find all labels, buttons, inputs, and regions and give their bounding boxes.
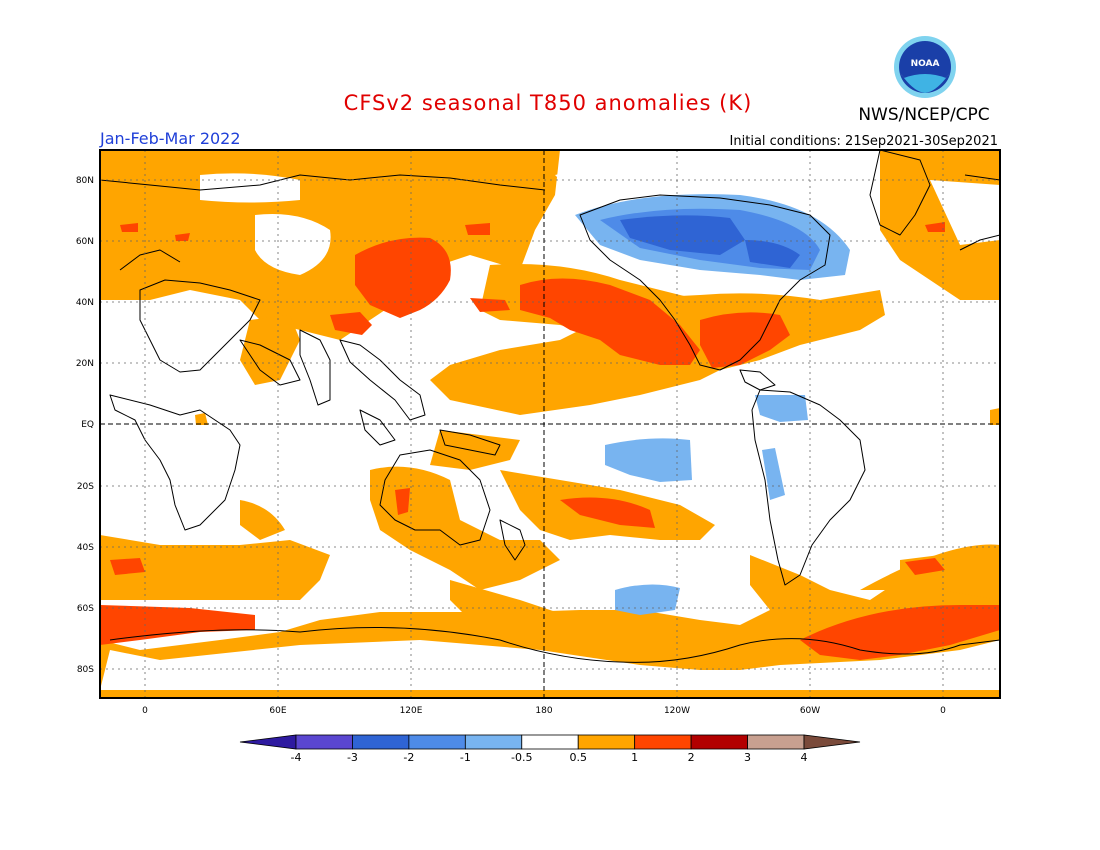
colorbar-segment [408,734,466,750]
moderate-warm-anomaly-fill [100,222,1000,660]
colorbar-segment [464,734,523,750]
graticule [100,150,1000,698]
lat-label: 60N [76,237,94,247]
colorbar-tick-label: 0.5 [569,751,587,764]
season-label: Jan-Feb-Mar 2022 [99,129,241,148]
colorbar-segments [239,734,861,750]
lat-label: 40S [77,543,94,553]
colorbar-tick-label: -3 [347,751,358,764]
longitude-labels: 0 60E 120E 180 120W 60W 0 [142,706,946,716]
lat-label: 20N [76,359,94,369]
colorbar-tick-label: -0.5 [511,751,532,764]
map-title: CFSv2 seasonal T850 anomalies (K) [344,91,753,115]
colorbar-ticks: -4 -3 -2 -1 -0.5 0.5 1 2 3 4 [291,751,808,764]
lat-label: 80N [76,176,94,186]
lon-label: 120E [400,706,423,716]
lat-label: 80S [77,665,94,675]
colorbar: -4 -3 -2 -1 -0.5 0.5 1 2 3 4 [239,734,861,764]
colorbar-tick-label: -1 [460,751,471,764]
map-frame [99,149,1001,699]
lat-label: EQ [81,420,94,430]
colorbar-tick-label: 1 [631,751,638,764]
lon-label: 0 [142,706,148,716]
colorbar-lower-extension [239,734,297,750]
colorbar-tick-label: -2 [403,751,414,764]
lat-label: 60S [77,604,94,614]
colorbar-segment [690,734,748,750]
lat-label: 20S [77,482,94,492]
lon-label: 60W [800,706,820,716]
colorbar-tick-label: 2 [688,751,695,764]
colorbar-upper-extension [803,734,861,750]
colorbar-segment [352,734,410,750]
colorbar-tick-label: 4 [801,751,808,764]
colorbar-segment [634,734,692,750]
colorbar-segment [577,734,636,750]
lon-label: 60E [269,706,286,716]
cold-anomaly-fill [575,194,850,615]
agency-label: NWS/NCEP/CPC [858,105,989,125]
lon-label: 120W [664,706,690,716]
lon-label: 0 [940,706,946,716]
noaa-logo-text: NOAA [911,59,940,69]
colorbar-segment [747,734,805,750]
lat-label: 40N [76,298,94,308]
initial-conditions-label: Initial conditions: 21Sep2021-30Sep2021 [730,134,998,149]
latitude-labels: 80N 60N 40N 20N EQ 20S 40S 60S 80S [76,176,94,675]
colorbar-tick-label: -4 [291,751,302,764]
coastlines [100,150,1000,663]
colorbar-segment [521,734,579,750]
colorbar-segment [295,734,353,750]
anomaly-map: 80N 60N 40N 20N EQ 20S 40S 60S 80S 0 60E… [76,149,1001,716]
colorbar-tick-label: 3 [744,751,751,764]
noaa-logo: NOAA [894,36,956,98]
lon-label: 180 [535,706,552,716]
